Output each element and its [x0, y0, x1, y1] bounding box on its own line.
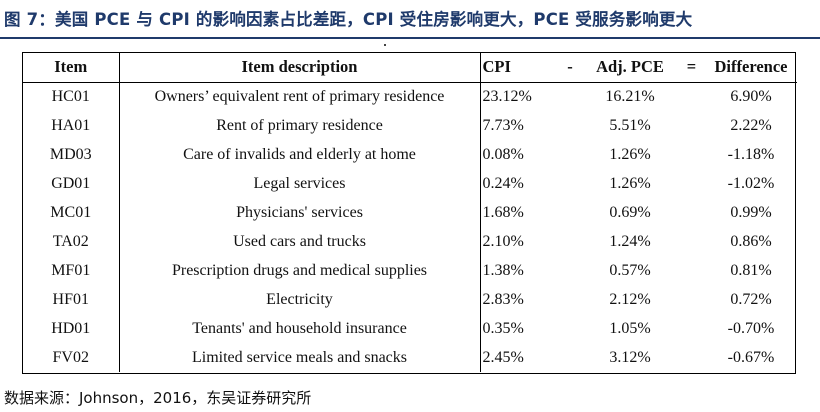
cell-description: Prescription drugs and medical supplies [119, 256, 481, 285]
header-cpi: CPI [480, 53, 558, 83]
header-item: Item [23, 53, 120, 83]
cell-item: GD01 [23, 169, 120, 198]
cell-difference: 0.99% [730, 203, 772, 221]
table-header-row: Item Item description CPI - Adj. PCE = D… [23, 53, 797, 83]
decorative-dot [384, 44, 386, 46]
table-row: HC01 Owners’ equivalent rent of primary r… [23, 82, 797, 111]
cell-cpi: 7.73% [482, 116, 524, 134]
weights-table: Item Item description CPI - Adj. PCE = D… [23, 53, 797, 372]
cell-description: Tenants' and household insurance [119, 314, 481, 343]
source-note: 数据来源：Johnson，2016，东吴证券研究所 [4, 389, 312, 407]
weights-table-container: Item Item description CPI - Adj. PCE = D… [22, 52, 797, 374]
header-minus: - [558, 53, 582, 83]
header-difference: Difference [705, 53, 797, 83]
table-row: HF01 Electricity 2.83% 2.12% 0.72% [23, 285, 797, 314]
cell-adj-pce: 3.12% [609, 348, 651, 366]
cell-spacer [678, 285, 705, 314]
cell-item: HD01 [23, 314, 120, 343]
cell-item: HC01 [23, 82, 120, 111]
cell-spacer [558, 140, 582, 169]
header-description: Item description [119, 53, 481, 83]
cell-description: Electricity [119, 285, 481, 314]
cell-description: Physicians' services [119, 198, 481, 227]
cell-spacer [558, 169, 582, 198]
cell-cpi: 1.68% [482, 203, 524, 221]
cell-difference: 0.86% [730, 232, 772, 250]
table-row: MF01 Prescription drugs and medical suppl… [23, 256, 797, 285]
cell-description: Used cars and trucks [119, 227, 481, 256]
cell-difference: -1.02% [727, 174, 775, 192]
cell-spacer [558, 256, 582, 285]
cell-spacer [558, 198, 582, 227]
cell-difference: -0.70% [727, 319, 775, 337]
cell-difference: 0.72% [730, 290, 772, 308]
cell-item: HF01 [23, 285, 120, 314]
cell-spacer [558, 82, 582, 111]
cell-spacer [678, 111, 705, 140]
cell-description: Limited service meals and snacks [119, 343, 481, 372]
cell-spacer [678, 169, 705, 198]
cell-adj-pce: 1.26% [609, 145, 651, 163]
cell-item: FV02 [23, 343, 120, 372]
cell-spacer [678, 227, 705, 256]
cell-description: Care of invalids and elderly at home [119, 140, 481, 169]
cell-cpi: 2.83% [482, 290, 524, 308]
header-adj-pce: Adj. PCE [582, 53, 678, 83]
cell-adj-pce: 2.12% [609, 290, 651, 308]
cell-difference: 6.90% [730, 87, 772, 105]
cell-cpi: 2.10% [482, 232, 524, 250]
cell-adj-pce: 1.24% [609, 232, 651, 250]
cell-spacer [558, 111, 582, 140]
cell-spacer [678, 198, 705, 227]
cell-adj-pce: 5.51% [609, 116, 651, 134]
table-row: MD03 Care of invalids and elderly at home… [23, 140, 797, 169]
cell-adj-pce: 1.26% [609, 174, 651, 192]
cell-difference: 0.81% [730, 261, 772, 279]
cell-description: Legal services [119, 169, 481, 198]
cell-spacer [678, 140, 705, 169]
cell-cpi: 0.35% [482, 319, 524, 337]
cell-adj-pce: 0.57% [609, 261, 651, 279]
cell-spacer [558, 343, 582, 372]
cell-adj-pce: 0.69% [609, 203, 651, 221]
cell-spacer [678, 256, 705, 285]
cell-difference: -0.67% [727, 348, 775, 366]
cell-item: MC01 [23, 198, 120, 227]
cell-item: HA01 [23, 111, 120, 140]
cell-adj-pce: 16.21% [605, 87, 655, 105]
cell-item: TA02 [23, 227, 120, 256]
cell-description: Rent of primary residence [119, 111, 481, 140]
cell-description: Owners’ equivalent rent of primary resid… [119, 82, 481, 111]
cell-cpi: 0.24% [482, 174, 524, 192]
cell-item: MD03 [23, 140, 120, 169]
table-row: TA02 Used cars and trucks 2.10% 1.24% 0.86% [23, 227, 797, 256]
figure-title: 图 7：美国 PCE 与 CPI 的影响因素占比差距，CPI 受住房影响更大，P… [4, 10, 693, 29]
cell-item: MF01 [23, 256, 120, 285]
cell-difference: 2.22% [730, 116, 772, 134]
table-row: MC01 Physicians' services 1.68% 0.69% 0.99% [23, 198, 797, 227]
cell-adj-pce: 1.05% [609, 319, 651, 337]
cell-spacer [558, 314, 582, 343]
cell-cpi: 1.38% [482, 261, 524, 279]
cell-spacer [678, 314, 705, 343]
cell-spacer [678, 343, 705, 372]
header-equals: = [678, 53, 705, 83]
cell-spacer [678, 82, 705, 111]
table-body: HC01 Owners’ equivalent rent of primary r… [23, 82, 797, 372]
cell-cpi: 2.45% [482, 348, 524, 366]
table-row: HA01 Rent of primary residence 7.73% 5.51% 2… [23, 111, 797, 140]
cell-cpi: 23.12% [482, 87, 532, 105]
cell-spacer [558, 227, 582, 256]
table-row: GD01 Legal services 0.24% 1.26% -1.02% [23, 169, 797, 198]
title-divider [0, 37, 820, 39]
cell-difference: -1.18% [727, 145, 775, 163]
table-row: FV02 Limited service meals and snacks 2.45… [23, 343, 797, 372]
cell-cpi: 0.08% [482, 145, 524, 163]
table-row: HD01 Tenants' and household insurance 0.35… [23, 314, 797, 343]
cell-spacer [558, 285, 582, 314]
